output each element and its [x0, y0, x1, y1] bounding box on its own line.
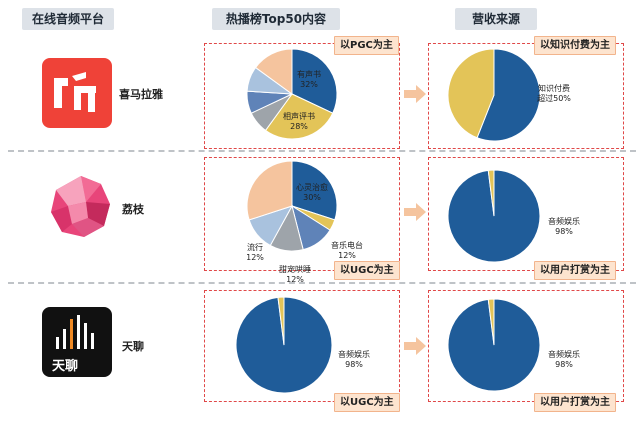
header-revenue: 营收来源 [455, 8, 537, 30]
revenue-tag-ximalaya: 以知识付费为主 [534, 36, 616, 55]
content-tag-tianliao: 以UGC为主 [334, 393, 400, 412]
pie-slice-label: 心灵治愈 30% [296, 182, 328, 202]
pie-slice [277, 296, 285, 346]
header-platform: 在线音频平台 [22, 8, 114, 30]
platform-name-lizhi: 荔枝 [122, 203, 144, 216]
content-tag-ximalaya: 以PGC为主 [334, 36, 399, 55]
revenue-box-ximalaya [428, 43, 624, 149]
pie-slice-label: 音乐电台 12% [331, 240, 363, 260]
platform-name-tianliao: 天聊 [122, 340, 144, 353]
revenue-box-tianliao [428, 290, 624, 402]
content-tag-lizhi: 以UGC为主 [334, 261, 400, 280]
arrow-icon [404, 203, 426, 221]
header-content: 热播榜Top50内容 [212, 8, 340, 30]
content-pie-tianliao: 音频娱乐 98% [235, 296, 370, 394]
pie-slice-label: 知识付费超过50% [537, 83, 571, 103]
arrow-icon [404, 85, 426, 103]
ximalaya-logo-icon [54, 72, 96, 112]
pie-slice-label: 甜宠哄睡 12% [279, 264, 311, 284]
tianliao-logo-text: 天聊 [52, 359, 79, 374]
pie-slice [447, 48, 495, 139]
pie-slice [291, 48, 338, 114]
content-pie-ximalaya: 有声书 32% 相声评书 28% [246, 48, 338, 140]
platform-name-ximalaya: 喜马拉雅 [119, 88, 163, 101]
tianliao-logo-icon [56, 315, 94, 349]
pie-slice-label: 音频娱乐 98% [548, 216, 580, 236]
pie-slice [476, 48, 541, 142]
ximalaya-logo [42, 58, 112, 128]
pie-slice-label: 相声评书 28% [283, 111, 315, 131]
pie-slice [487, 298, 495, 346]
pie-slice-label: 流行 12% [246, 242, 264, 262]
row-separator-2 [8, 282, 636, 284]
content-box-tianliao [204, 290, 400, 402]
revenue-tag-lizhi: 以用户打赏为主 [534, 261, 616, 280]
pie-slice [246, 160, 293, 221]
pie-slice [291, 160, 338, 221]
row-separator-1 [8, 150, 636, 152]
content-box-lizhi [204, 157, 400, 271]
pie-slice-label: 有声书 32% [297, 69, 321, 89]
revenue-tag-tianliao: 以用户打赏为主 [534, 393, 616, 412]
lizhi-logo [46, 172, 116, 242]
pie-slice [264, 93, 334, 140]
lizhi-logo-icon [51, 176, 110, 237]
pie-slice [487, 169, 495, 217]
revenue-box-lizhi [428, 157, 624, 271]
revenue-pie-lizhi: 音频娱乐 98% [447, 169, 580, 263]
content-pie-lizhi: 心灵治愈 30% 音乐电台 12% 甜宠哄睡 12% 流行 12% [246, 160, 363, 284]
tianliao-logo: 天聊 [42, 307, 112, 377]
revenue-pie-ximalaya: 知识付费超过50% [447, 48, 571, 142]
pie-slice [254, 48, 293, 95]
revenue-pie-tianliao: 音频娱乐 98% [447, 298, 580, 392]
pie-slice-label: 音频娱乐 98% [338, 349, 370, 369]
content-box-ximalaya [204, 43, 400, 149]
pie-slice-label: 音频娱乐 98% [548, 349, 580, 369]
arrow-icon [404, 337, 426, 355]
